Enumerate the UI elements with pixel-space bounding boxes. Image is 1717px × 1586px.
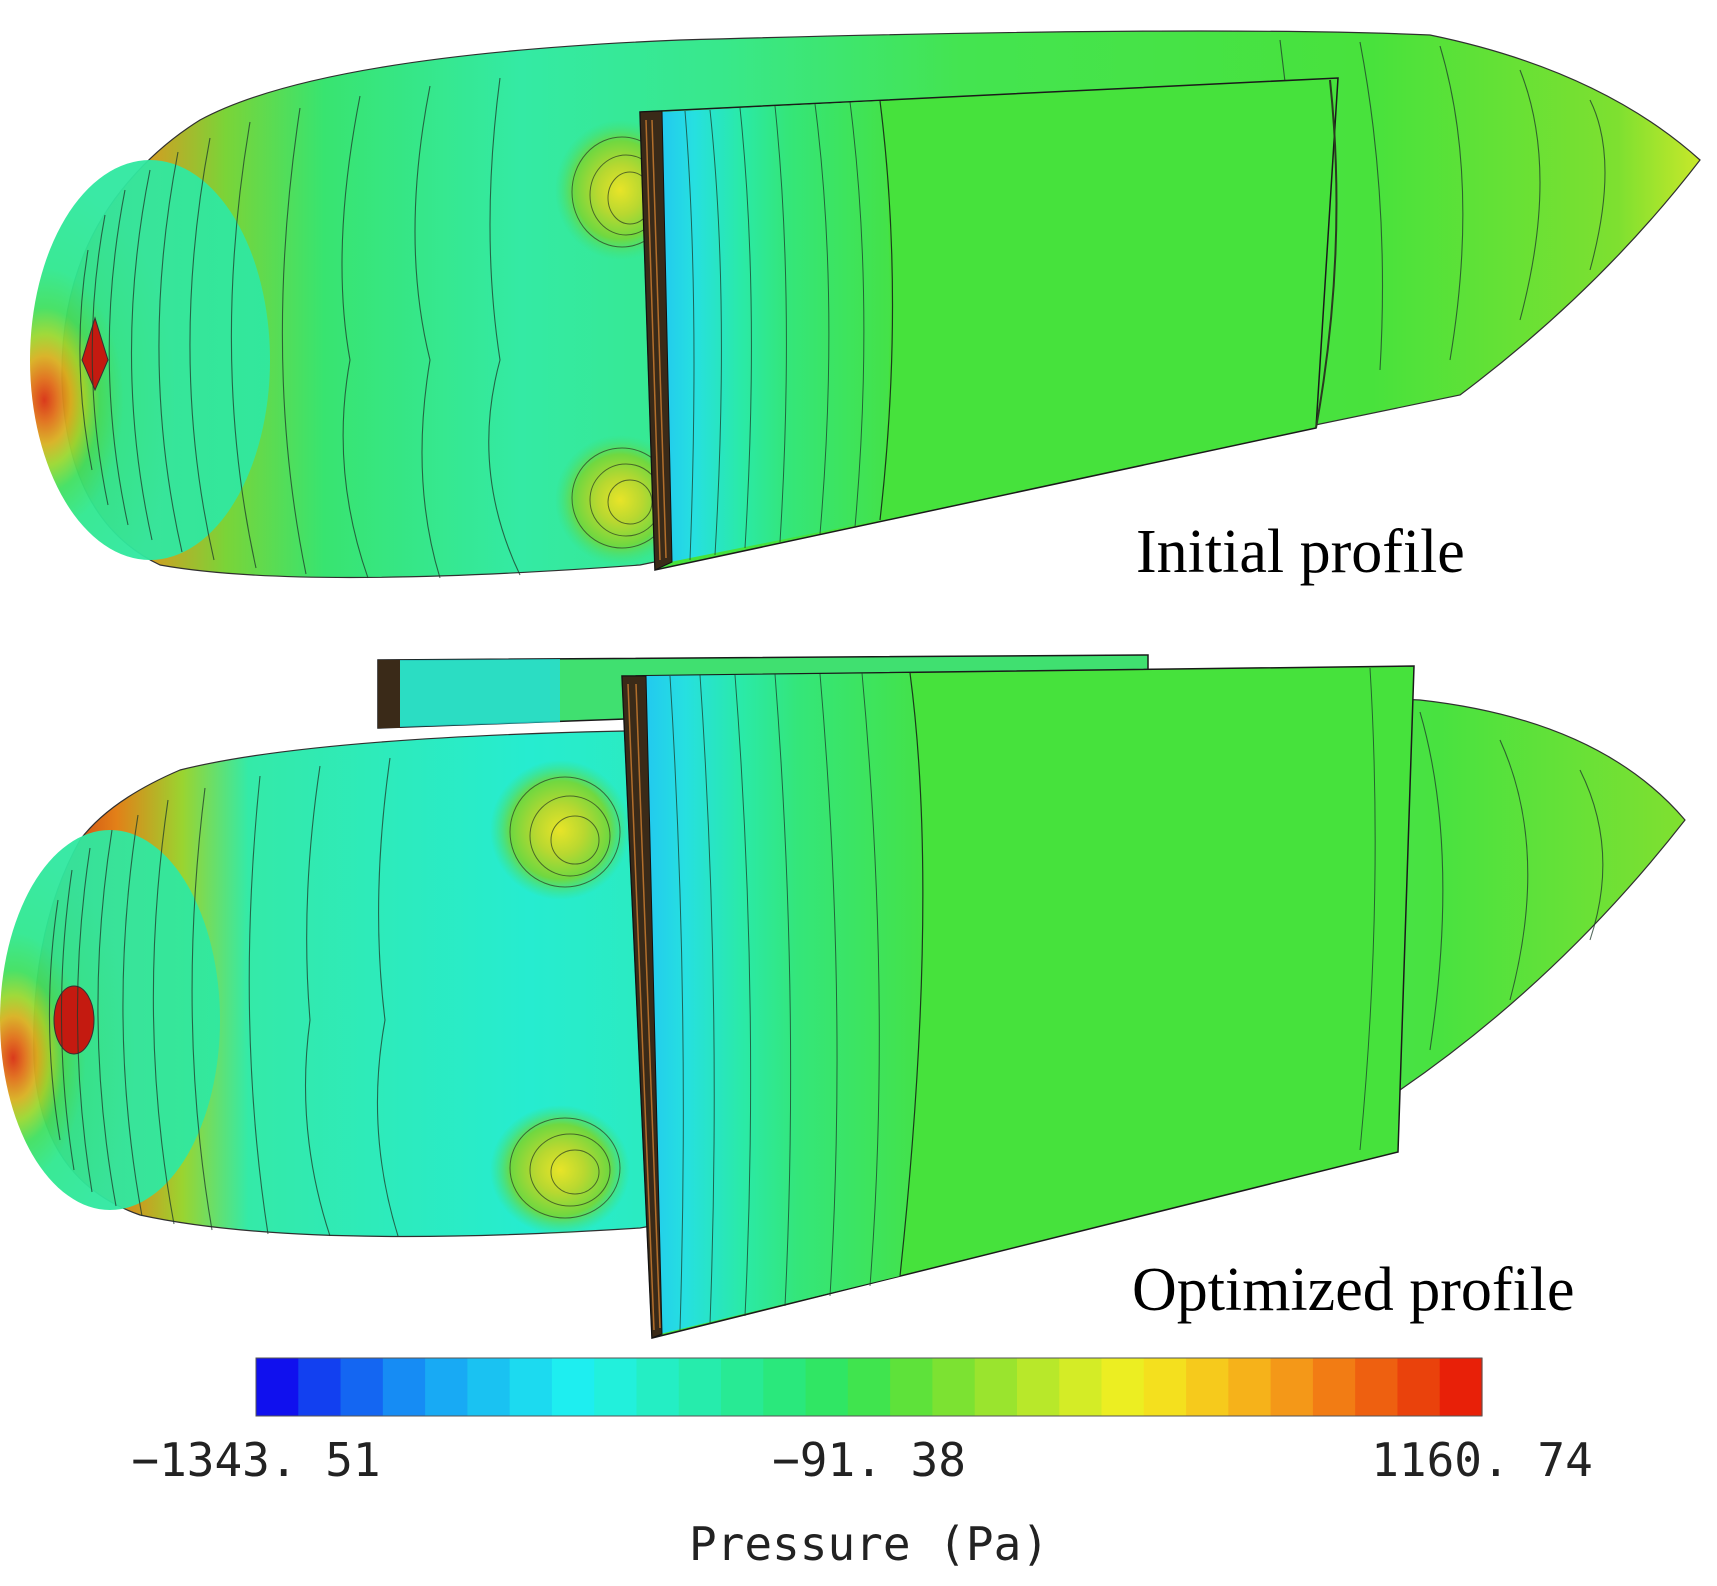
- colorbar-title: Pressure (Pa): [689, 1517, 1049, 1571]
- colorbar-swatch: [1355, 1358, 1399, 1416]
- colorbar-swatch: [805, 1358, 849, 1416]
- colorbar-swatch: [1397, 1358, 1441, 1416]
- optimized-wing-plate: [621, 665, 1415, 1339]
- pressure-colorbar: −1343. 51 −91. 38 1160. 74 Pressure (Pa): [131, 1357, 1593, 1571]
- colorbar-swatch: [1228, 1358, 1272, 1416]
- colorbar-swatch: [890, 1358, 934, 1416]
- colorbar-swatch: [721, 1358, 764, 1416]
- colorbar-mid-label: −91. 38: [772, 1433, 966, 1487]
- colorbar-swatch: [256, 1358, 299, 1416]
- colorbar-min-label: −1343. 51: [131, 1433, 380, 1487]
- optimized-profile-label: Optimized profile: [1132, 1256, 1574, 1324]
- colorbar-swatch: [1186, 1358, 1229, 1416]
- colorbar-swatch: [1270, 1358, 1314, 1416]
- colorbar-swatch: [467, 1358, 511, 1416]
- colorbar-swatch: [636, 1358, 680, 1416]
- colorbar-frame: [255, 1357, 1483, 1417]
- initial-wing-plate: [639, 77, 1339, 571]
- colorbar-swatch: [974, 1358, 1018, 1416]
- colorbar-swatch: [594, 1358, 638, 1416]
- colorbar-swatch: [1439, 1358, 1483, 1416]
- colorbar-swatch: [509, 1358, 553, 1416]
- colorbar-swatch: [298, 1358, 342, 1416]
- colorbar-swatches: [256, 1358, 1483, 1416]
- colorbar-swatch: [1016, 1358, 1060, 1416]
- colorbar-swatch: [1101, 1358, 1145, 1416]
- colorbar-swatch: [551, 1358, 595, 1416]
- colorbar-swatch: [763, 1358, 807, 1416]
- initial-profile-label: Initial profile: [1136, 518, 1465, 586]
- colorbar-swatch: [932, 1358, 976, 1416]
- colorbar-swatch: [847, 1358, 891, 1416]
- colorbar-swatch: [382, 1358, 426, 1416]
- colorbar-swatch: [1312, 1358, 1356, 1416]
- optimized-profile-panel: Optimized profile: [0, 654, 1686, 1339]
- colorbar-swatch: [340, 1358, 384, 1416]
- colorbar-max-label: 1160. 74: [1371, 1433, 1593, 1487]
- colorbar-swatch: [1143, 1358, 1187, 1416]
- colorbar-swatch: [425, 1358, 468, 1416]
- initial-profile-panel: Initial profile: [30, 30, 1701, 586]
- colorbar-swatch: [1059, 1358, 1103, 1416]
- colorbar-swatch: [678, 1358, 722, 1416]
